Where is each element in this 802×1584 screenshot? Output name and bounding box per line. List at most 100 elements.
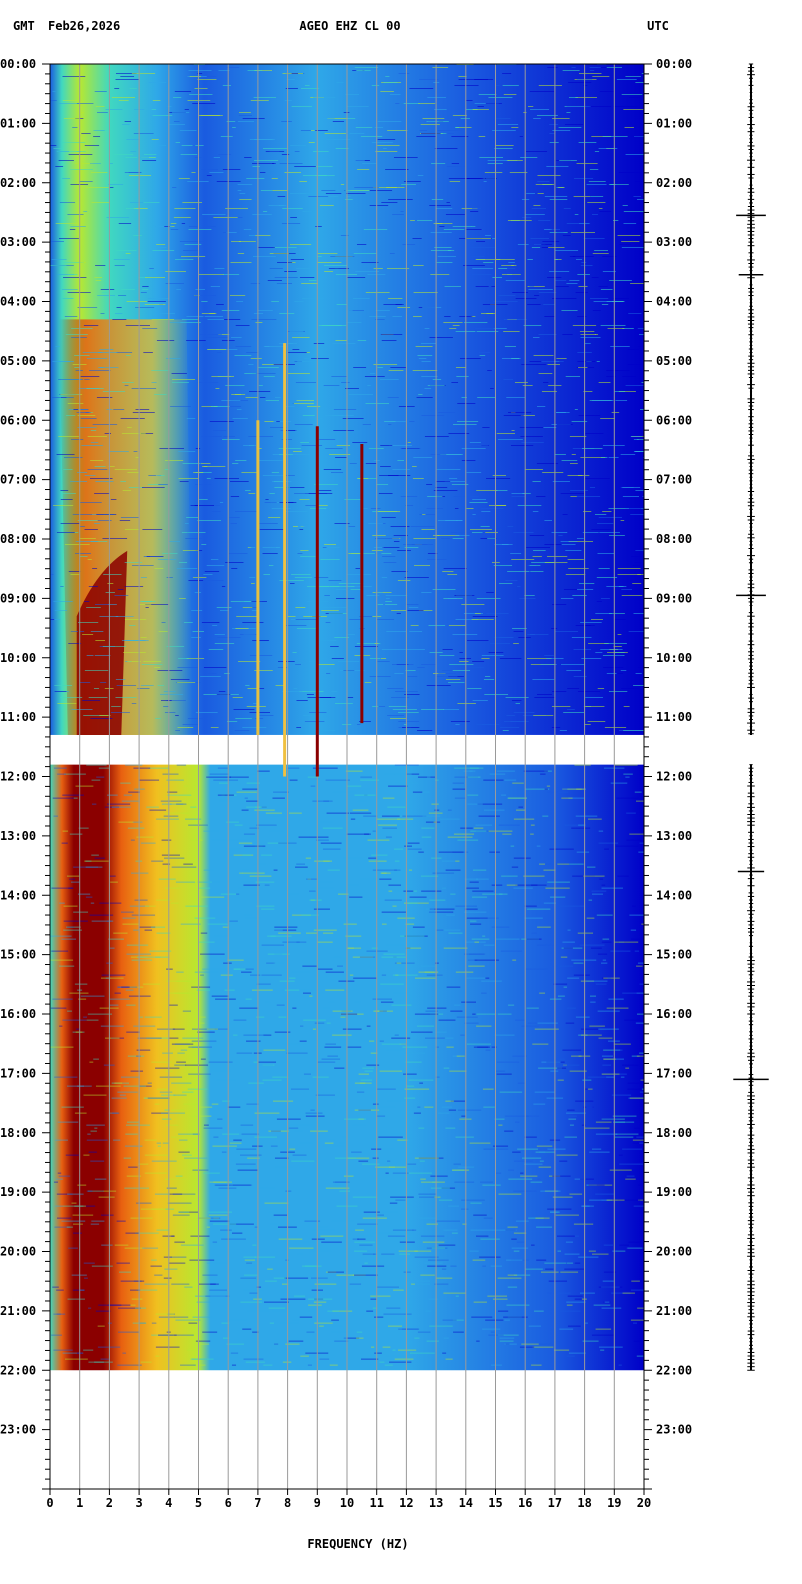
noise-streak (77, 893, 91, 895)
noise-streak (273, 962, 284, 964)
noise-streak (305, 1115, 325, 1117)
noise-streak (356, 724, 361, 725)
noise-streak (495, 1172, 502, 1174)
noise-streak (144, 929, 153, 931)
noise-streak (55, 1205, 63, 1207)
noise-streak (155, 956, 170, 958)
noise-streak (565, 574, 586, 575)
noise-streak (482, 1184, 501, 1186)
noise-streak (383, 773, 395, 775)
noise-streak (194, 971, 219, 973)
noise-streak (96, 397, 113, 398)
noise-streak (503, 319, 528, 320)
noise-streak (464, 911, 487, 913)
noise-streak (356, 1337, 364, 1339)
noise-streak (100, 1358, 110, 1360)
noise-streak (431, 199, 444, 200)
noise-streak (419, 1217, 437, 1219)
noise-streak (183, 863, 193, 865)
noise-streak (480, 1181, 494, 1183)
noise-streak (246, 1262, 253, 1264)
noise-streak (392, 974, 418, 976)
noise-streak (504, 1115, 529, 1117)
noise-streak (314, 484, 338, 485)
noise-streak (54, 610, 68, 611)
noise-streak (379, 1040, 384, 1042)
noise-streak (52, 361, 74, 362)
noise-streak (164, 812, 189, 814)
noise-streak (183, 1103, 201, 1105)
noise-streak (254, 1112, 280, 1114)
noise-streak (144, 1154, 169, 1156)
noise-streak (75, 1031, 83, 1033)
noise-streak (442, 1352, 447, 1354)
noise-streak (589, 487, 596, 488)
noise-streak (511, 265, 517, 266)
noise-streak (89, 914, 114, 916)
noise-streak (396, 613, 401, 614)
noise-streak (580, 1028, 600, 1030)
noise-streak (549, 998, 562, 1000)
noise-streak (529, 286, 535, 287)
noise-streak (120, 1280, 145, 1282)
noise-streak (254, 160, 279, 161)
noise-streak (194, 592, 202, 593)
noise-streak (56, 1193, 73, 1195)
noise-streak (286, 767, 300, 769)
noise-streak (190, 1235, 210, 1237)
noise-streak (365, 292, 390, 293)
noise-streak (151, 926, 166, 928)
noise-streak (383, 82, 398, 83)
noise-streak (625, 508, 644, 509)
noise-streak (218, 334, 230, 335)
noise-streak (560, 905, 585, 907)
noise-streak (276, 1118, 301, 1120)
noise-streak (471, 896, 488, 898)
noise-streak (470, 256, 485, 257)
noise-streak (197, 881, 220, 883)
noise-streak (243, 229, 252, 230)
noise-streak (622, 1148, 643, 1150)
noise-streak (421, 836, 432, 838)
noise-streak (600, 598, 610, 599)
time-label-right: 16:00 (656, 1007, 692, 1021)
noise-streak (309, 899, 322, 901)
noise-streak (608, 457, 619, 458)
noise-streak (380, 334, 403, 335)
noise-streak (450, 721, 470, 722)
noise-streak (547, 556, 568, 557)
noise-streak (525, 968, 548, 970)
noise-streak (375, 310, 390, 311)
noise-streak (580, 1178, 594, 1180)
noise-streak (380, 872, 391, 874)
noise-streak (331, 658, 344, 659)
noise-streak (234, 355, 252, 356)
noise-streak (594, 334, 599, 335)
noise-streak (635, 673, 642, 674)
noise-streak (244, 373, 257, 374)
noise-streak (454, 508, 459, 509)
noise-streak (420, 1178, 426, 1180)
noise-streak (178, 178, 190, 179)
noise-streak (151, 1061, 172, 1063)
noise-streak (507, 160, 523, 161)
noise-streak (318, 439, 336, 440)
noise-streak (453, 833, 475, 835)
noise-streak (451, 163, 460, 164)
noise-streak (233, 709, 255, 710)
noise-streak (533, 550, 546, 551)
noise-streak (465, 100, 473, 101)
noise-streak (124, 1187, 150, 1189)
noise-streak (467, 640, 489, 641)
noise-streak (246, 178, 265, 179)
noise-streak (273, 791, 289, 793)
noise-streak (618, 391, 636, 392)
noise-streak (289, 812, 302, 814)
noise-streak (359, 721, 371, 722)
noise-streak (120, 517, 139, 518)
noise-streak (220, 136, 233, 137)
noise-streak (525, 214, 545, 215)
noise-streak (91, 202, 110, 203)
noise-streak (296, 628, 319, 629)
noise-streak (131, 914, 156, 916)
